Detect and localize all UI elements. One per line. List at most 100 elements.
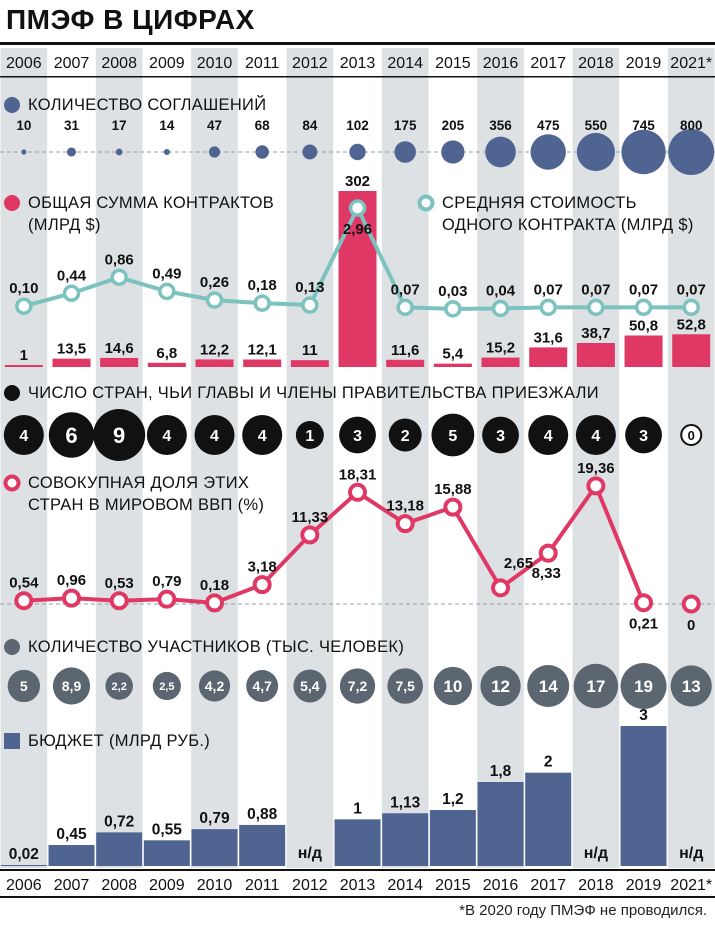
budget-bar xyxy=(620,726,667,866)
agreements-dot xyxy=(576,132,615,172)
budget-label: 1,8 xyxy=(490,763,512,780)
participants-dot xyxy=(480,665,521,707)
year-label-bottom: 2017 xyxy=(530,877,566,894)
contracts-bar xyxy=(195,359,234,367)
gdp-share-point xyxy=(157,589,177,609)
agreements-dot xyxy=(485,136,516,168)
contracts-label: 5,4 xyxy=(442,346,464,363)
avg-cost-point xyxy=(539,298,557,317)
budget-label: 0,45 xyxy=(56,826,87,843)
avg-cost-point xyxy=(62,284,81,303)
budget-label: 0,02 xyxy=(9,846,39,863)
year-label-bottom: 2012 xyxy=(292,877,328,894)
agreements-label: 68 xyxy=(255,118,271,133)
contracts-label: 31,6 xyxy=(534,329,563,346)
year-label-top: 2014 xyxy=(387,55,423,72)
agreements-dot xyxy=(255,145,269,159)
countries-dot xyxy=(680,424,703,446)
countries-label: 4 xyxy=(258,428,267,445)
participants-dot xyxy=(105,672,133,700)
participants-label: 8,9 xyxy=(62,678,82,694)
budget-label: 1,2 xyxy=(442,791,464,808)
gdp-share-label: 0,96 xyxy=(57,572,86,589)
year-band xyxy=(667,48,715,868)
contracts-label: 50,8 xyxy=(629,318,658,335)
agreements-dot xyxy=(621,129,666,175)
countries-dot xyxy=(242,415,283,455)
gdp-share-marker-icon xyxy=(3,474,21,492)
year-label-bottom: 2018 xyxy=(578,877,614,894)
agreements-dot xyxy=(668,129,715,175)
year-band xyxy=(477,48,524,868)
gdp-share-point xyxy=(491,578,511,598)
gdp-share-point xyxy=(252,575,272,595)
gdp-share-point xyxy=(14,591,34,611)
countries-label: 6 xyxy=(65,423,77,448)
year-label-bottom: 2015 xyxy=(435,877,471,894)
agreements-label: 47 xyxy=(207,118,222,133)
gdp-share-label: 0,21 xyxy=(629,616,658,633)
participants-dot xyxy=(52,667,91,705)
contracts-label: 11,6 xyxy=(391,342,419,359)
participants-dot xyxy=(387,668,423,704)
budget-bar xyxy=(334,819,381,866)
gdp-share-point xyxy=(395,514,415,534)
countries-label: 3 xyxy=(496,428,505,445)
avg-cost-point xyxy=(110,268,128,287)
countries-dot xyxy=(3,415,44,455)
year-label-bottom: 2013 xyxy=(340,877,376,894)
budget-label: 1,13 xyxy=(390,794,421,811)
participants-dot xyxy=(246,670,279,702)
budget-label: 0,79 xyxy=(199,810,230,827)
contracts-bar xyxy=(338,191,377,367)
agreements-marker-icon xyxy=(4,97,20,113)
participants-label: 4,7 xyxy=(252,678,272,694)
year-band xyxy=(381,48,429,868)
budget-bar xyxy=(382,813,429,866)
participants-label: 7,5 xyxy=(395,678,415,694)
countries-dot xyxy=(431,413,475,457)
avg-cost-label: 0,03 xyxy=(438,283,467,300)
participants-dot xyxy=(573,663,619,709)
avg-cost-point xyxy=(15,297,33,315)
agreements-label: 17 xyxy=(112,118,127,133)
budget-label: 2 xyxy=(544,754,553,771)
budget-label: 0,88 xyxy=(247,806,278,823)
countries-dot xyxy=(575,415,616,455)
avg-cost-label: 0,49 xyxy=(152,265,181,282)
contracts-bar xyxy=(672,334,711,367)
countries-marker-icon xyxy=(4,385,20,401)
year-band xyxy=(572,48,620,868)
agreements-label: 102 xyxy=(346,118,369,133)
participants-dot xyxy=(433,666,473,706)
avg-cost-label: 0,07 xyxy=(629,281,658,298)
year-label-top: 2012 xyxy=(292,55,328,72)
avg-cost-label: 0,07 xyxy=(391,281,420,298)
budget-na-label: н/д xyxy=(298,845,322,862)
avg-cost-point xyxy=(444,300,462,318)
agreements-label: 550 xyxy=(585,118,608,133)
contracts-bar xyxy=(529,347,568,367)
gdp-share-point xyxy=(62,588,82,608)
avg-cost-marker-icon xyxy=(417,194,435,212)
agreements-dot xyxy=(115,148,123,156)
participants-label: 12 xyxy=(491,677,510,696)
year-label-bottom: 2019 xyxy=(626,877,662,894)
contracts-marker-icon xyxy=(4,195,20,211)
footnote: *В 2020 году ПМЭФ не проводился. xyxy=(459,902,707,919)
contracts-label: 11 xyxy=(302,342,318,359)
countries-label: 0 xyxy=(688,428,695,443)
avg-cost-label: 0,26 xyxy=(200,274,229,291)
year-row-rule xyxy=(0,76,715,78)
gdp-share-point xyxy=(681,594,701,614)
participants-label: 5,4 xyxy=(300,678,320,694)
countries-dot xyxy=(146,415,187,455)
contracts-label: 38,7 xyxy=(581,325,610,342)
contracts-label: 1 xyxy=(20,347,28,364)
participants-dot xyxy=(670,665,712,707)
year-label-bottom: 2006 xyxy=(6,877,42,894)
gdp-share-label: 18,31 xyxy=(339,466,377,483)
agreements-label: 800 xyxy=(680,118,703,133)
agreements-dot xyxy=(441,140,465,164)
contracts-bar xyxy=(481,357,520,367)
